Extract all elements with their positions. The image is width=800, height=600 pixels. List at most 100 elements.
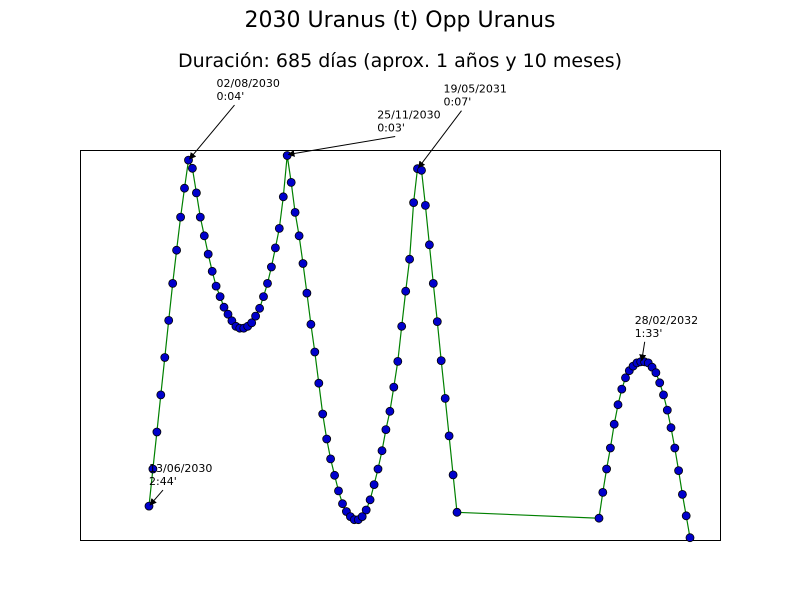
data-point xyxy=(420,200,430,210)
data-point xyxy=(199,231,209,241)
annotation-arrow xyxy=(639,341,647,362)
data-point xyxy=(259,292,268,302)
data-point xyxy=(369,480,379,490)
annotation-arrow xyxy=(189,104,235,160)
annotation-arrow xyxy=(149,489,164,506)
data-point xyxy=(436,356,446,366)
data-point xyxy=(314,378,324,388)
data-point xyxy=(670,443,680,453)
data-point xyxy=(617,384,627,394)
data-point xyxy=(393,356,403,366)
data-point xyxy=(385,406,395,416)
data-point xyxy=(263,278,272,288)
data-point xyxy=(678,489,687,499)
data-point xyxy=(655,378,665,388)
data-point xyxy=(440,393,450,403)
series-line xyxy=(148,155,691,538)
data-point xyxy=(191,188,201,198)
data-point xyxy=(377,446,387,456)
data-point xyxy=(365,495,375,505)
annotation-time: 0:07' xyxy=(444,96,472,109)
data-point xyxy=(211,281,221,291)
data-point xyxy=(176,212,186,222)
data-point xyxy=(666,423,676,433)
data-point xyxy=(164,315,174,325)
data-point xyxy=(685,533,695,543)
data-point xyxy=(609,419,619,429)
data-point xyxy=(302,288,312,298)
data-point xyxy=(381,425,391,435)
data-point xyxy=(338,499,347,509)
data-point xyxy=(334,486,343,496)
annotation-date: 25/11/2030 xyxy=(377,109,440,122)
data-point xyxy=(266,262,276,272)
data-point xyxy=(373,464,383,474)
annotation-arrow xyxy=(287,136,396,157)
annotation-time: 2:44' xyxy=(149,475,177,488)
annotation-arrow xyxy=(418,110,462,169)
data-point xyxy=(681,511,691,521)
data-point xyxy=(172,245,182,255)
data-point xyxy=(247,318,257,328)
data-point xyxy=(223,309,233,319)
data-point xyxy=(219,302,229,312)
data-point xyxy=(148,464,158,474)
plot-area xyxy=(80,150,721,541)
data-point xyxy=(405,254,415,264)
data-point xyxy=(598,487,608,497)
data-point xyxy=(290,207,300,217)
data-point xyxy=(651,368,661,378)
data-point xyxy=(195,212,205,222)
annotation-time: 0:03' xyxy=(377,122,405,135)
data-point xyxy=(207,266,217,276)
data-point xyxy=(361,505,371,515)
data-point xyxy=(613,400,623,410)
data-point xyxy=(602,464,611,474)
data-point xyxy=(424,240,434,250)
data-point xyxy=(294,231,304,241)
data-point xyxy=(286,177,296,187)
data-point xyxy=(278,192,288,202)
data-point xyxy=(282,151,292,160)
data-point xyxy=(448,470,458,480)
annotation-time: 1:33' xyxy=(635,327,663,340)
data-point xyxy=(322,434,332,444)
data-point xyxy=(318,409,328,419)
data-point xyxy=(180,183,189,193)
annotation-date: 02/08/2030 xyxy=(217,77,280,90)
data-point xyxy=(432,317,442,327)
data-point xyxy=(594,513,604,523)
chart-title: 2030 Uranus (t) Opp Uranus xyxy=(244,8,556,33)
annotation-date: 28/02/2032 xyxy=(635,314,698,327)
data-point xyxy=(428,278,438,288)
data-point xyxy=(274,223,284,233)
data-point xyxy=(251,311,261,321)
data-point xyxy=(357,512,367,521)
data-point xyxy=(156,390,166,400)
data-point xyxy=(409,198,419,208)
data-point xyxy=(444,431,454,441)
data-point xyxy=(389,382,399,392)
data-point xyxy=(662,405,672,415)
data-point xyxy=(397,321,407,331)
data-point xyxy=(215,292,225,302)
annotation-date: 19/05/2031 xyxy=(444,83,507,96)
data-point xyxy=(187,163,197,173)
data-point xyxy=(298,259,308,268)
data-point xyxy=(160,353,170,362)
data-point xyxy=(621,373,630,383)
data-point xyxy=(203,249,213,259)
data-point xyxy=(401,286,411,296)
data-point xyxy=(330,470,340,480)
chart-subtitle: Duración: 685 días (aprox. 1 años y 10 m… xyxy=(177,50,623,72)
data-point xyxy=(452,507,462,517)
data-point xyxy=(326,454,336,464)
data-point xyxy=(152,427,162,437)
data-point xyxy=(310,347,320,357)
data-point xyxy=(659,390,668,400)
annotation-date: 13/06/2030 xyxy=(149,462,212,475)
annotation-time: 0:04' xyxy=(217,90,245,103)
data-point xyxy=(306,319,316,329)
data-point xyxy=(255,303,265,313)
